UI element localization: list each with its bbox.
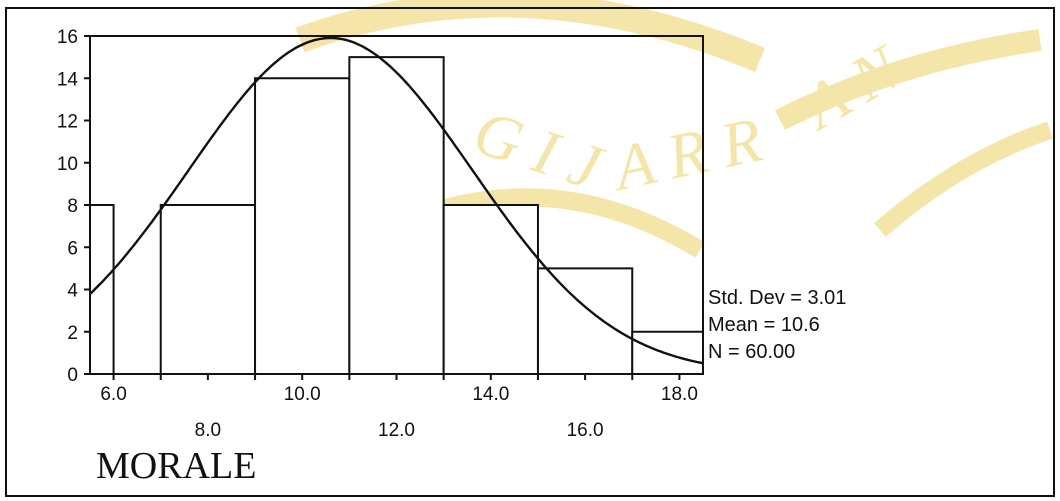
y-tick-label: 14 — [57, 69, 79, 90]
figure-frame — [5, 7, 1055, 497]
stat-mean: Mean = 10.6 — [708, 314, 820, 336]
svg-text:A N: A N — [788, 31, 914, 144]
x-tick-label: 14.0 — [472, 384, 509, 405]
histogram-bar — [159, 204, 257, 375]
y-tick-label: 8 — [67, 196, 78, 217]
y-tick-label: 16 — [57, 27, 78, 48]
histogram-bar — [442, 204, 539, 375]
x-tick-label: 10.0 — [284, 384, 321, 405]
x-axis-title: MORALE — [96, 445, 256, 487]
x-tick-label: 8.0 — [195, 420, 221, 441]
y-tick-label: 6 — [67, 238, 78, 259]
histogram-bar — [536, 267, 634, 375]
histogram-bar — [254, 77, 351, 375]
normal-curve — [89, 36, 704, 365]
x-tick-label: 16.0 — [567, 420, 604, 441]
y-tick-label: 12 — [57, 112, 78, 133]
x-tick-label: 6.0 — [100, 384, 126, 405]
histogram-bar — [348, 56, 445, 375]
y-tick-label: 2 — [67, 323, 78, 344]
y-tick-label: 10 — [57, 154, 78, 175]
stat-n: N = 60.00 — [708, 341, 795, 363]
x-tick-label: 12.0 — [378, 420, 415, 441]
svg-text:A R R: A R R — [604, 103, 768, 204]
svg-text:G I J: G I J — [466, 96, 612, 204]
x-tick-label: 18.0 — [661, 384, 698, 405]
y-tick-label: 0 — [67, 365, 78, 386]
stat-std-dev: Std. Dev = 3.01 — [708, 287, 846, 309]
x-axis: 6.0 10.0 14.0 18.0 8.0 12.0 16.0 — [100, 374, 698, 441]
y-axis: 0 2 4 6 8 10 12 14 16 — [57, 27, 90, 386]
y-tick-label: 4 — [67, 281, 78, 302]
